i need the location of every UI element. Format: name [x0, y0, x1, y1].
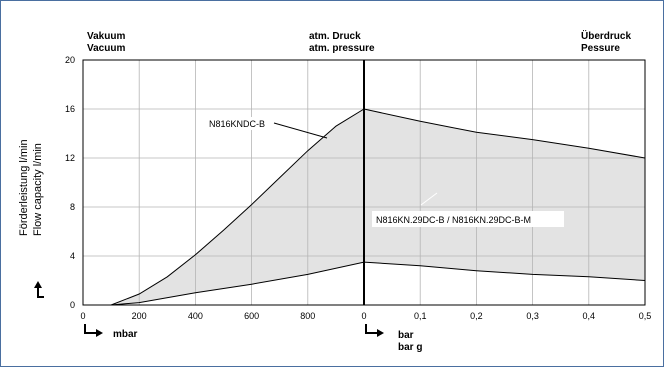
- x-tick-label-bar: 0,3: [526, 311, 539, 321]
- overpressure-label-en: Pessure: [581, 43, 620, 54]
- vacuum-label-en: Vacuum: [87, 43, 125, 54]
- curves: [110, 108, 646, 306]
- x-tick-label-mbar: 0: [361, 311, 366, 321]
- x-tick-label-mbar: 800: [300, 311, 315, 321]
- series-line-n816kn29dc-b: [111, 261, 646, 306]
- y-tick-label: 16: [65, 104, 75, 114]
- arrow-right-icon: [84, 324, 103, 337]
- y-axis-label-en: Flow capacity l/min: [32, 143, 44, 236]
- x-unit-mbar: mbar: [113, 329, 138, 340]
- y-axis-label-de: Förderleistung l/min: [18, 139, 30, 236]
- arrow-up-icon: [34, 281, 44, 298]
- atm-label-en: atm. pressure: [309, 43, 375, 54]
- vacuum-label-de: Vakuum: [87, 31, 125, 42]
- x-tick-label-mbar: 200: [132, 311, 147, 321]
- series-line-n816kndc-b: [110, 108, 646, 306]
- overpressure-label-de: Überdruck: [581, 29, 631, 42]
- x-tick-label-bar: 0,4: [583, 311, 596, 321]
- series-label-bg: [372, 211, 564, 227]
- atm-label-de: atm. Druck: [309, 31, 361, 42]
- x-tick-label-mbar: 0: [80, 311, 85, 321]
- series-label-kn29: N816KN.29DC-B / N816KN.29DC-B-M: [376, 215, 531, 225]
- x-unit-bar: bar: [398, 330, 414, 341]
- x-unit-bar-g: bar g: [398, 342, 422, 353]
- series-label-bg: [206, 117, 274, 130]
- x-tick-label-bar: 0,1: [414, 311, 427, 321]
- x-tick-label-bar: 0,5: [639, 311, 652, 321]
- y-tick-label: 8: [70, 202, 75, 212]
- y-tick-label: 0: [70, 300, 75, 310]
- x-tick-label-mbar: 400: [188, 311, 203, 321]
- series-label-kndc: N816KNDC-B: [209, 119, 265, 129]
- y-tick-label: 20: [65, 55, 75, 65]
- y-tick-label: 12: [65, 153, 75, 163]
- series-leader-kn29: [420, 192, 438, 206]
- arrow-right-icon: [365, 324, 384, 337]
- grid: [83, 60, 645, 305]
- x-ticks: 0 200 400 600 800 0 0,1 0,2 0,3 0,4 0,5: [80, 311, 651, 321]
- x-tick-label-bar: 0,2: [470, 311, 483, 321]
- x-tick-label-mbar: 600: [244, 311, 259, 321]
- series-leader-kndc: [273, 122, 328, 139]
- y-tick-label: 4: [70, 251, 75, 261]
- y-ticks: 0 4 8 12 16 20: [65, 55, 75, 310]
